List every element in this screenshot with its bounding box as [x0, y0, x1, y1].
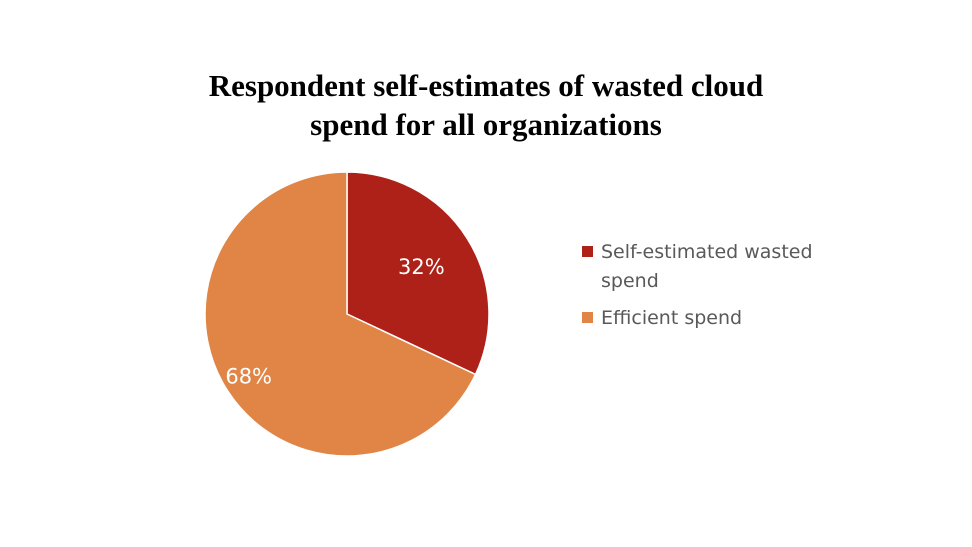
chart-title-line-2: spend for all organizations	[310, 107, 662, 142]
pie-slice-efficient	[204, 171, 477, 457]
legend-label-wasted-line-2: spend	[601, 270, 659, 292]
legend-item-efficient: Efficient spend	[582, 304, 882, 333]
legend-label-efficient: Efficient spend	[601, 307, 743, 329]
legend-swatch-wasted	[582, 246, 593, 257]
legend-label-wasted-line-1: Self-estimated wasted	[601, 241, 813, 263]
legend-swatch-efficient	[582, 312, 593, 323]
data-label-efficient: 68%	[225, 364, 272, 388]
pie-slice-wasted	[346, 171, 490, 376]
legend-item-wasted: Self-estimated wasted spend	[582, 238, 882, 296]
legend: Self-estimated wasted spend Efficient sp…	[582, 238, 882, 341]
chart-title: Respondent self-estimates of wasted clou…	[0, 66, 972, 144]
data-label-wasted: 32%	[398, 255, 445, 279]
chart-title-line-1: Respondent self-estimates of wasted clou…	[208, 68, 764, 103]
